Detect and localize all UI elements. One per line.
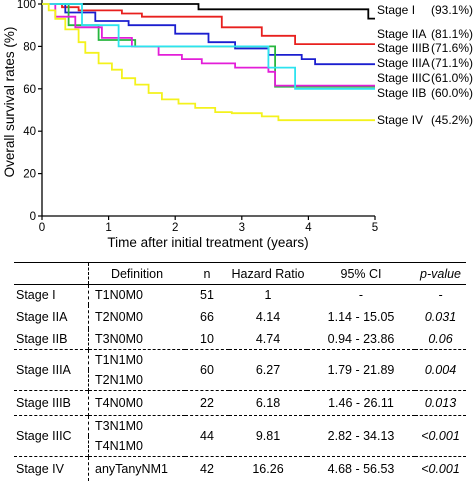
y-tick-label: 20 [23, 169, 36, 181]
p-value-cell: <0.001 [415, 416, 466, 457]
header-hazard-ratio: Hazard Ratio [229, 263, 307, 285]
ci-cell: 1.79 - 21.89 [307, 350, 415, 391]
p-value-cell: 0.004 [415, 350, 466, 391]
ci-cell: 2.82 - 34.13 [307, 416, 415, 457]
curve-labels: Stage I (93.1%)Stage IIA (81.1%)Stage II… [377, 3, 473, 127]
y-tick-label: 60 [23, 84, 36, 96]
header-definition: Definition [89, 263, 186, 285]
series-line-stage-iiib [42, 4, 375, 64]
hazard-ratio-cell: 4.14 [229, 305, 307, 329]
table-header-row: Definition n Hazard Ratio 95% CI p-value [14, 263, 466, 285]
curve-label: Stage IIIC (61.0%) [377, 71, 473, 85]
p-value-cell: - [415, 285, 466, 306]
y-tick-label: 80 [23, 41, 36, 53]
y-tick-label: 100 [17, 0, 36, 11]
header-ci: 95% CI [307, 263, 415, 285]
curve-label-percent: (81.1%) [431, 27, 473, 41]
definition-cell: T1N0M0 [89, 285, 186, 306]
n-cell: 44 [185, 416, 229, 457]
stage-cell: Stage IIIA [14, 350, 89, 391]
header-stage [14, 263, 89, 285]
n-cell: 51 [185, 285, 229, 306]
header-n: n [185, 263, 229, 285]
x-tick-label: 3 [239, 222, 245, 234]
curve-label-percent: (61.0%) [431, 71, 473, 85]
table-row: Stage IIA T2N0M0 66 4.14 1.14 - 15.05 0.… [14, 305, 466, 329]
table-row: Stage IIIC T3N1M0 44 9.81 2.82 - 34.13 <… [14, 416, 466, 437]
p-value-cell: 0.031 [415, 305, 466, 329]
curve-label-percent: (71.6%) [431, 41, 473, 55]
y-tick-label: 0 [30, 211, 36, 223]
n-cell: 22 [185, 391, 229, 416]
hazard-ratio-cell: 4.74 [229, 329, 307, 350]
curve-label-percent: (71.1%) [431, 56, 473, 70]
stage-cell: Stage IIIB [14, 391, 89, 416]
definition-cell: T3N1M0 [89, 416, 186, 437]
stage-cell: Stage IIB [14, 329, 89, 350]
curve-label: Stage IIIA (71.1%) [377, 56, 473, 70]
table-row: Stage IIB T3N0M0 10 4.74 0.94 - 23.86 0.… [14, 329, 466, 350]
x-tick-label: 1 [105, 222, 111, 234]
y-axis-label: Overall survival rates (%) [2, 27, 17, 178]
p-value-cell: <0.001 [415, 457, 466, 481]
n-cell: 42 [185, 457, 229, 481]
curve-label: Stage IV (45.2%) [377, 113, 473, 127]
curve-label-percent: (93.1%) [431, 3, 473, 17]
definition-cell: T1N1M0 [89, 350, 186, 371]
n-cell: 60 [185, 350, 229, 391]
definition-cell: T2N0M0 [89, 305, 186, 329]
hazard-ratio-cell: 9.81 [229, 416, 307, 457]
definition-cell: anyTanyNM1 [89, 457, 186, 481]
n-cell: 66 [185, 305, 229, 329]
table-row: Stage IV anyTanyNM1 42 16.26 4.68 - 56.5… [14, 457, 466, 481]
definition-cell: T2N1M0 [89, 370, 186, 391]
hazard-ratio-cell: 6.18 [229, 391, 307, 416]
stage-cell: Stage IIIC [14, 416, 89, 457]
curve-label: Stage IIB (60.0%) [377, 86, 473, 100]
y-tick-label: 40 [23, 126, 36, 138]
curve-label: Stage IIIB (71.6%) [377, 41, 473, 55]
series-line-stage-iv [42, 4, 375, 120]
curve-label: Stage IIA (81.1%) [377, 27, 473, 41]
x-axis-label: Time after initial treatment (years) [107, 235, 308, 250]
stage-cell: Stage IV [14, 457, 89, 481]
ci-cell: 0.94 - 23.86 [307, 329, 415, 350]
ci-cell: - [307, 285, 415, 306]
survival-chart: 0 1 2 3 4 5 0 20 40 60 80 100 Stage I (93.1%) Stage … [0, 0, 474, 260]
table-row: Stage IIIB T4N0M0 22 6.18 1.46 - 26.11 0… [14, 391, 466, 416]
p-value-cell: 0.013 [415, 391, 466, 416]
definition-cell: T3N0M0 [89, 329, 186, 350]
hazard-ratio-cell: 1 [229, 285, 307, 306]
definition-cell: T4N0M0 [89, 391, 186, 416]
n-cell: 10 [185, 329, 229, 350]
x-tick-label: 2 [172, 222, 178, 234]
hazard-ratio-cell: 16.26 [229, 457, 307, 481]
stage-cell: Stage IIA [14, 305, 89, 329]
hazard-ratio-table: Definition n Hazard Ratio 95% CI p-value… [14, 262, 466, 481]
hazard-ratio-cell: 6.27 [229, 350, 307, 391]
stage-cell: Stage I [14, 285, 89, 306]
table-row: Stage IIIA T1N1M0 60 6.27 1.79 - 21.89 0… [14, 350, 466, 371]
x-tick-label: 0 [39, 222, 45, 234]
x-tick-label: 5 [372, 222, 378, 234]
p-value-cell: 0.06 [415, 329, 466, 350]
ci-cell: 4.68 - 56.53 [307, 457, 415, 481]
header-p-value: p-value [415, 263, 466, 285]
table-row: Stage I T1N0M0 51 1 - - [14, 285, 466, 306]
survival-curves [42, 4, 375, 120]
ci-cell: 1.46 - 26.11 [307, 391, 415, 416]
definition-cell: T4N1M0 [89, 436, 186, 457]
curve-label-percent: (60.0%) [431, 86, 473, 100]
curve-label-percent: (45.2%) [431, 113, 473, 127]
curve-label: Stage I (93.1%) [377, 3, 473, 17]
x-tick-label: 4 [305, 222, 312, 234]
plot-axes: 0 1 2 3 4 5 0 20 40 60 80 100 [17, 0, 378, 234]
ci-cell: 1.14 - 15.05 [307, 305, 415, 329]
